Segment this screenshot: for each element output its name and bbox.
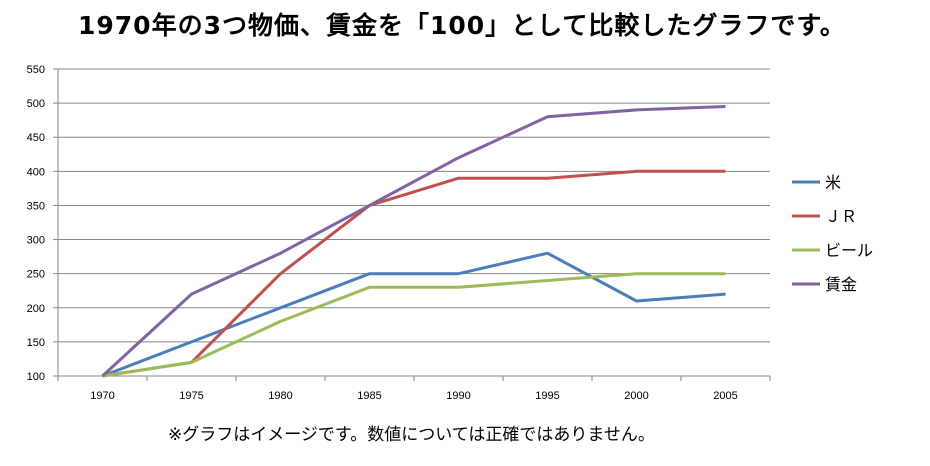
x-tick-label: 1980 [268, 390, 292, 402]
x-tick-label: 1995 [535, 390, 559, 402]
series-line-1 [102, 169, 726, 378]
x-tick-label: 1970 [90, 390, 114, 402]
legend-label: 米 [825, 173, 841, 192]
axes [57, 69, 771, 381]
y-tick-label: 250 [27, 269, 45, 281]
y-tick-label: 350 [27, 200, 45, 212]
y-tick-label: 450 [27, 132, 45, 144]
gridlines [53, 68, 770, 377]
y-tick-label: 400 [27, 166, 45, 178]
series-line-2 [102, 272, 726, 378]
x-tick-label: 1975 [179, 390, 203, 402]
legend-label: ＪＲ [825, 207, 857, 226]
y-tick-label: 200 [27, 303, 45, 315]
legend-label: 賃金 [825, 275, 857, 294]
y-tick-label: 150 [27, 337, 45, 349]
x-tick-label: 2000 [624, 390, 648, 402]
y-tick-label: 100 [27, 371, 45, 383]
series-lines [101, 105, 726, 378]
y-tick-label: 500 [27, 98, 45, 110]
series-line-3 [101, 105, 726, 378]
series-line-0 [101, 251, 726, 378]
y-tick-label: 550 [27, 64, 45, 76]
y-tick-labels: 100 150 200 250 300 350 400 450 500 550 [27, 64, 45, 383]
chart-title: 1970年の3つ物価、賃金を「100」として比較したグラフです。 [78, 11, 846, 40]
legend-label: ビール [825, 241, 873, 260]
x-tick-label: 2005 [713, 390, 737, 402]
y-tick-label: 300 [27, 235, 45, 247]
x-tick-label: 1990 [446, 390, 470, 402]
x-tick-label: 1985 [357, 390, 381, 402]
x-tick-labels: 1970 1975 1980 1985 1990 1995 2000 2005 [90, 390, 737, 402]
footnote: ※グラフはイメージです。数値については正確ではありません。 [168, 425, 655, 445]
